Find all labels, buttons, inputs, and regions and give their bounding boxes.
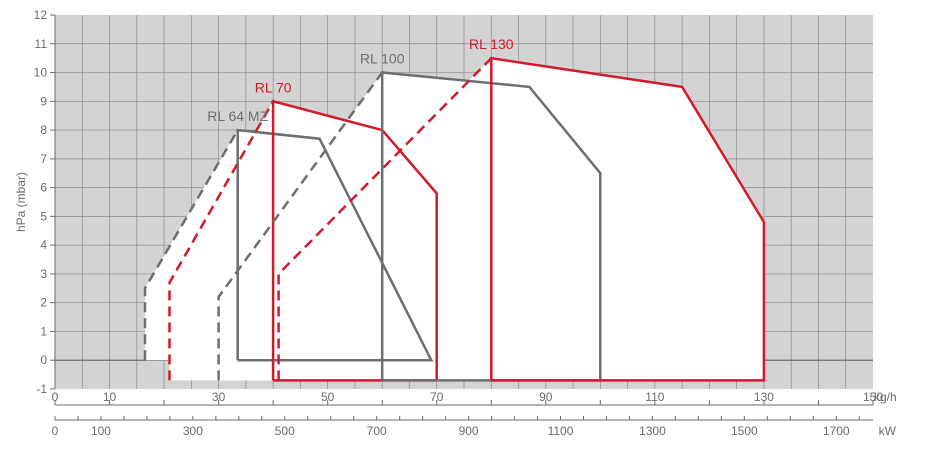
x-tick-label-kw: 1300 — [639, 424, 666, 438]
y-tick-label: 9 — [40, 94, 47, 108]
y-tick-label: 11 — [35, 37, 48, 51]
series-label: RL 130 — [469, 36, 514, 52]
x-unit-kgh: kg/h — [874, 390, 897, 404]
series-dashed-line — [168, 100, 275, 381]
series-labels: RL 64 MZ RL 70 RL 100 RL 130 — [207, 36, 514, 124]
y-tick-label: 5 — [40, 209, 47, 223]
y-tick-label: 12 — [34, 8, 48, 22]
x-tick-label-kgh: 130 — [754, 390, 774, 404]
x-tick-label-kw: 900 — [459, 424, 479, 438]
x-tick-label-kgh: 50 — [321, 390, 335, 404]
x-tick-label-kgh: 150 — [863, 390, 883, 404]
x-tick-label-kw: 1100 — [548, 424, 574, 438]
x-tick-label-kw: 100 — [91, 424, 111, 438]
series-lines — [143, 56, 766, 382]
y-tick-label: 4 — [40, 238, 47, 252]
y-tick-label: 0 — [40, 353, 47, 367]
y-tick-label: 6 — [40, 181, 47, 195]
y-axis-title: hPa (mbar) — [14, 172, 28, 232]
y-tick-label: 3 — [40, 267, 47, 281]
series-dashed-line — [217, 71, 384, 381]
series-label: RL 64 MZ — [207, 108, 268, 124]
y-tick-label: 1 — [40, 324, 47, 338]
x-tick-label-kgh: 110 — [645, 390, 664, 404]
x-tick-label-kw: 500 — [275, 424, 295, 438]
series-dashed-line — [143, 129, 239, 361]
series-label: RL 100 — [360, 51, 405, 67]
series-outline — [490, 56, 766, 382]
y-tick-label: 2 — [40, 296, 47, 310]
y-tick-label: 8 — [40, 123, 47, 137]
x-tick-label-kgh: 0 — [52, 390, 59, 404]
x-unit-kw: kW — [879, 424, 897, 438]
x-tick-label-kgh: 10 — [103, 390, 117, 404]
x-tick-label-kw: 300 — [183, 424, 203, 438]
series-dashed-line — [277, 57, 493, 381]
x-tick-label-kgh: 90 — [539, 390, 553, 404]
series-label: RL 70 — [255, 79, 292, 95]
series-outline — [236, 128, 434, 362]
y-tick-label: 10 — [34, 66, 48, 80]
x-tick-label-kw: 1500 — [731, 424, 758, 438]
working-field-fills — [145, 58, 764, 381]
x-tick-label-kw: 0 — [52, 424, 59, 438]
x-tick-label-kw: 700 — [367, 424, 387, 438]
x-tick-label-kgh: 70 — [430, 390, 444, 404]
x-tick-label-kgh: 30 — [212, 390, 226, 404]
y-tick-label: 7 — [40, 152, 47, 166]
y-tick-label: -1 — [36, 382, 47, 396]
x-tick-label-kw: 1700 — [823, 424, 850, 438]
